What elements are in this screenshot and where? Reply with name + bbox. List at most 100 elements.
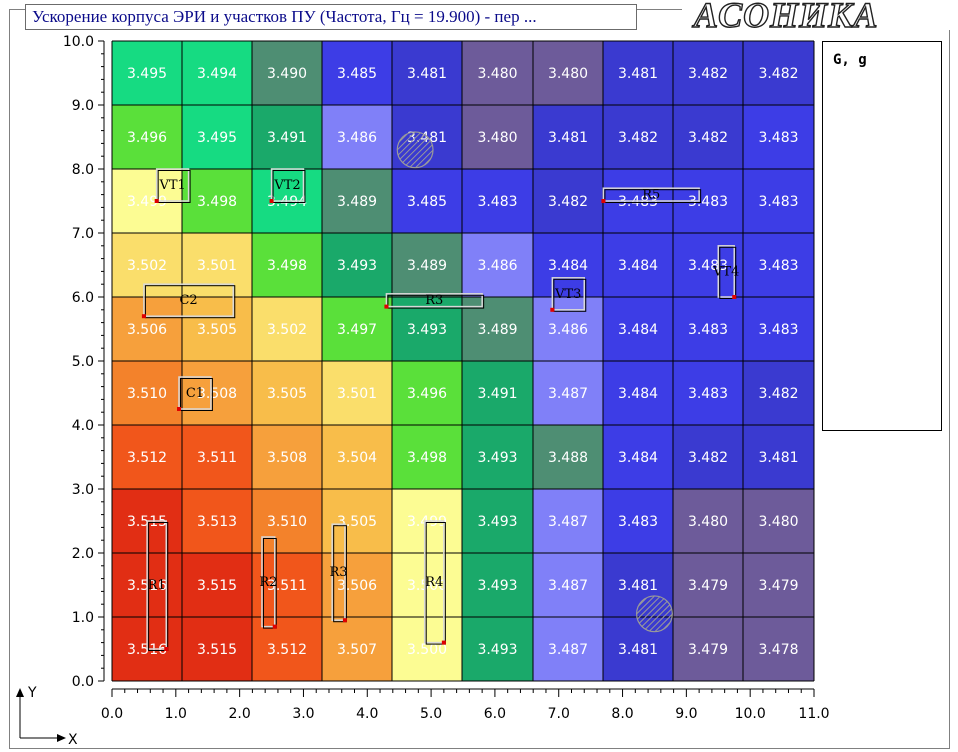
- heatmap-cell: [252, 105, 322, 169]
- cell-value-label: 3.479: [688, 578, 728, 594]
- heatmap-cell: [603, 297, 673, 361]
- cell-value-label: 3.481: [618, 642, 658, 658]
- heatmap-cell: [673, 361, 743, 425]
- heatmap-cell: [462, 489, 533, 553]
- heatmap-cell: [462, 425, 533, 489]
- heatmap-cell: [252, 425, 322, 489]
- heatmap-cell: [533, 617, 603, 681]
- cell-value-label: 3.486: [337, 130, 377, 146]
- heatmap-cell: [673, 489, 743, 553]
- cell-value-label: 3.496: [407, 386, 447, 402]
- cell-value-label: 3.494: [197, 66, 237, 82]
- cell-value-label: 3.483: [758, 194, 798, 210]
- heatmap-cell: [392, 553, 462, 617]
- heatmap-cell: [322, 425, 392, 489]
- heatmap-cell: [322, 233, 392, 297]
- component-outline: [385, 293, 483, 308]
- heatmap-cell: [322, 297, 392, 361]
- cell-value-label: 3.484: [618, 386, 658, 402]
- component-outline-shadow: [553, 278, 587, 312]
- cell-value-label: 3.485: [337, 66, 377, 82]
- y-tick-label: 8.0: [72, 162, 94, 178]
- component-outline: [270, 168, 305, 202]
- heatmap-cell: [603, 489, 673, 553]
- cell-value-label: 3.485: [407, 194, 447, 210]
- x-arrow-head-icon: [57, 734, 66, 742]
- heatmap-cell: [673, 105, 743, 169]
- component-pin: [732, 295, 737, 299]
- cell-value-label: 3.508: [267, 450, 307, 466]
- x-tick-label: 11.0: [798, 706, 829, 722]
- heatmap-cell: [392, 617, 462, 681]
- cell-value-label: 3.487: [548, 578, 588, 594]
- chart-title-box: Ускорение корпуса ЭРИ и участков ПУ (Час…: [25, 4, 637, 30]
- cell-value-labels: 3.495 3.494 3.490 3.485 3.481 3.480 3.480 3.481…: [127, 66, 799, 658]
- cell-value-label: 3.515: [197, 578, 237, 594]
- heatmap-cell: [462, 617, 533, 681]
- heatmap-cell: [533, 553, 603, 617]
- cell-value-label: 3.510: [127, 386, 167, 402]
- heatmap-cell: [182, 105, 252, 169]
- chart-title: Ускорение корпуса ЭРИ и участков ПУ (Час…: [32, 7, 537, 26]
- x-tick-label: 4.0: [356, 706, 378, 722]
- cell-value-label: 3.481: [758, 450, 798, 466]
- cell-value-label: 3.493: [337, 258, 377, 274]
- y-tick-label: 6.0: [72, 290, 94, 306]
- heatmap-cell: [603, 361, 673, 425]
- component-outline-shadow: [262, 538, 277, 629]
- cell-value-label: 3.493: [477, 642, 517, 658]
- legend: G, g: [822, 41, 942, 431]
- cell-value-label: 3.489: [337, 194, 377, 210]
- component-pin: [601, 199, 606, 203]
- component-outline: [423, 520, 445, 644]
- heatmap-cell: [603, 425, 673, 489]
- cell-value-label: 3.480: [548, 66, 588, 82]
- cell-value-label: 3.481: [407, 66, 447, 82]
- cell-value-label: 3.501: [337, 386, 377, 402]
- y-tick-label: 3.0: [72, 482, 94, 498]
- cell-value-label: 3.502: [127, 258, 167, 274]
- cell-value-label: 3.479: [688, 642, 728, 658]
- y-tick-label: 4.0: [72, 418, 94, 434]
- heatmap-cell: [462, 553, 533, 617]
- cell-value-label: 3.488: [548, 450, 588, 466]
- heatmap-cell: [533, 105, 603, 169]
- heatmap-cell: [322, 361, 392, 425]
- component-outline: [143, 283, 235, 317]
- cell-value-label: 3.498: [407, 450, 447, 466]
- heatmap-cell: [392, 169, 462, 233]
- heatmap-cell: [533, 361, 603, 425]
- heatmap-cell: [252, 233, 322, 297]
- component-outline-shadow: [604, 189, 702, 203]
- cell-value-label: 3.515: [197, 642, 237, 658]
- component-outline-shadow: [719, 246, 737, 300]
- cell-value-label: 3.483: [688, 194, 728, 210]
- heatmap-cell: [673, 41, 743, 105]
- component-outline-shadow: [387, 294, 485, 309]
- component-outline: [178, 376, 212, 410]
- cell-value-label: 3.512: [267, 642, 307, 658]
- y-axis-label: Y: [27, 685, 37, 701]
- cell-value-label: 3.486: [477, 258, 517, 274]
- heatmap-cell: [673, 297, 743, 361]
- cell-value-label: 3.482: [688, 450, 728, 466]
- component-outline: [551, 277, 586, 311]
- cell-value-label: 3.512: [127, 450, 167, 466]
- heatmap-cell: [182, 41, 252, 105]
- cell-value-label: 3.506: [127, 322, 167, 338]
- cell-value-label: 3.505: [197, 322, 237, 338]
- heatmap-cell: [743, 361, 814, 425]
- x-tick-label: 8.0: [611, 706, 633, 722]
- cell-value-label: 3.496: [127, 130, 167, 146]
- cell-value-label: 3.500: [407, 642, 447, 658]
- cell-value-label: 3.484: [618, 258, 658, 274]
- y-tick-label: 5.0: [72, 354, 94, 370]
- x-axis-label: X: [68, 732, 78, 748]
- cell-value-label: 3.483: [688, 322, 728, 338]
- cell-value-label: 3.482: [758, 386, 798, 402]
- cell-value-label: 3.480: [477, 130, 517, 146]
- cell-value-label: 3.498: [197, 194, 237, 210]
- cell-value-label: 3.507: [337, 642, 377, 658]
- component-pin: [441, 640, 446, 645]
- component-label: VT3: [554, 287, 581, 302]
